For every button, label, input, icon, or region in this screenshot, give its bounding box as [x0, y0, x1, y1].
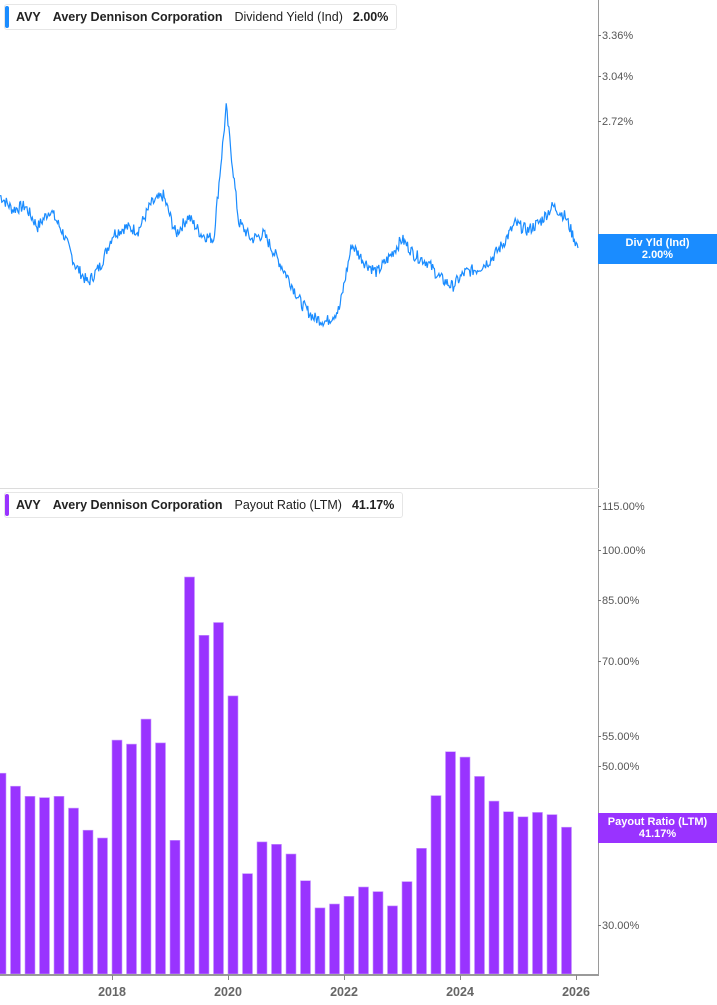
payout-ratio-bar[interactable]: [517, 816, 529, 975]
x-axis-label: 2024: [446, 985, 474, 999]
x-axis-label: 2018: [98, 985, 126, 999]
legend-company: Avery Dennison Corporation: [52, 498, 223, 512]
y-tick-label: 70.00%: [597, 656, 640, 668]
x-tick: [112, 975, 113, 980]
x-tick: [460, 975, 461, 980]
legend-ticker: AVY: [16, 10, 41, 24]
payout-ratio-bar[interactable]: [39, 797, 50, 975]
payout-ratio-bar[interactable]: [271, 843, 282, 975]
payout-ratio-bar[interactable]: [459, 756, 471, 975]
payout-ratio-bar[interactable]: [430, 795, 442, 975]
payout-ratio-bar[interactable]: [474, 776, 485, 975]
legend-value: 41.17%: [351, 498, 395, 512]
flag-value: 2.00%: [641, 249, 674, 261]
payout-ratio-bar[interactable]: [488, 800, 500, 975]
payout-ratio-bar[interactable]: [546, 814, 558, 975]
payout-ratio-bar[interactable]: [416, 847, 427, 975]
payout-ratio-value-flag: Payout Ratio (LTM) 41.17%: [598, 813, 717, 843]
payout-ratio-bar[interactable]: [24, 795, 36, 975]
flag-title: Div Yld (Ind): [625, 237, 690, 249]
panel-divider: [0, 488, 598, 489]
payout-ratio-bar[interactable]: [329, 903, 340, 975]
flag-title: Payout Ratio (LTM): [607, 816, 708, 828]
payout-ratio-bar[interactable]: [227, 695, 239, 975]
legend-value: 2.00%: [352, 10, 389, 24]
payout-ratio-bar[interactable]: [198, 634, 210, 975]
payout-ratio-bar[interactable]: [10, 785, 21, 975]
payout-ratio-bar[interactable]: [111, 739, 123, 975]
payout-ratio-bar[interactable]: [256, 841, 268, 975]
payout-ratio-bar[interactable]: [387, 905, 398, 975]
payout-ratio-bar[interactable]: [300, 880, 311, 975]
payout-ratio-bar[interactable]: [372, 891, 384, 975]
y-tick-label: 3.36%: [597, 30, 634, 42]
legend-metric: Dividend Yield (Ind): [234, 10, 343, 24]
x-axis-label: 2020: [214, 985, 242, 999]
payout-ratio-bar[interactable]: [213, 622, 224, 975]
dividend-yield-legend[interactable]: AVY Avery Dennison Corporation Dividend …: [4, 4, 398, 30]
legend-color-swatch: [5, 6, 9, 28]
payout-ratio-bar[interactable]: [155, 742, 166, 975]
payout-ratio-bar[interactable]: [285, 853, 297, 975]
payout-ratio-bar[interactable]: [561, 826, 572, 975]
x-axis-label: 2026: [562, 985, 590, 999]
x-tick: [228, 975, 229, 980]
payout-ratio-bar[interactable]: [169, 839, 181, 975]
payout-ratio-bar[interactable]: [0, 772, 7, 975]
legend-ticker: AVY: [16, 498, 41, 512]
y-tick-label: 2.72%: [597, 116, 634, 128]
x-axis-line: [0, 974, 599, 976]
dividend-yield-value-flag: Div Yld (Ind) 2.00%: [598, 234, 717, 264]
y-tick-label: 30.00%: [597, 920, 640, 932]
payout-ratio-legend[interactable]: AVY Avery Dennison Corporation Payout Ra…: [4, 492, 404, 518]
y-tick-label: 85.00%: [597, 595, 640, 607]
dividend-yield-line-chart: [0, 103, 579, 328]
payout-ratio-bar[interactable]: [445, 751, 456, 975]
payout-ratio-bar[interactable]: [53, 795, 65, 975]
y-tick-label: 50.00%: [597, 761, 640, 773]
dividend-yield-line: [0, 103, 579, 328]
legend-company: Avery Dennison Corporation: [52, 10, 223, 24]
payout-ratio-bar[interactable]: [140, 718, 152, 975]
x-tick: [344, 975, 345, 980]
x-tick: [576, 975, 577, 980]
payout-ratio-bar[interactable]: [401, 881, 413, 975]
payout-ratio-bar[interactable]: [343, 895, 355, 975]
x-axis-label: 2022: [330, 985, 358, 999]
payout-ratio-bar[interactable]: [68, 807, 79, 975]
y-tick-label: 115.00%: [598, 501, 645, 513]
legend-color-swatch: [5, 494, 9, 516]
flag-value: 41.17%: [638, 828, 677, 840]
y-tick-label: 100.00%: [597, 545, 646, 557]
payout-ratio-bar[interactable]: [184, 576, 195, 975]
dividend-yield-panel: AVY Avery Dennison Corporation Dividend …: [0, 0, 717, 488]
bottom-y-axis-line: [598, 489, 599, 975]
payout-ratio-bar[interactable]: [97, 837, 108, 975]
y-tick-label: 3.04%: [597, 71, 634, 83]
legend-metric: Payout Ratio (LTM): [234, 498, 342, 512]
y-tick-label: 55.00%: [597, 731, 640, 743]
payout-ratio-bar[interactable]: [242, 873, 253, 975]
payout-ratio-bar[interactable]: [314, 907, 326, 975]
payout-ratio-bar[interactable]: [532, 812, 543, 975]
payout-ratio-bar[interactable]: [82, 829, 94, 975]
payout-ratio-bar[interactable]: [358, 886, 369, 975]
payout-ratio-bar[interactable]: [126, 743, 137, 975]
payout-ratio-bar[interactable]: [503, 811, 514, 975]
